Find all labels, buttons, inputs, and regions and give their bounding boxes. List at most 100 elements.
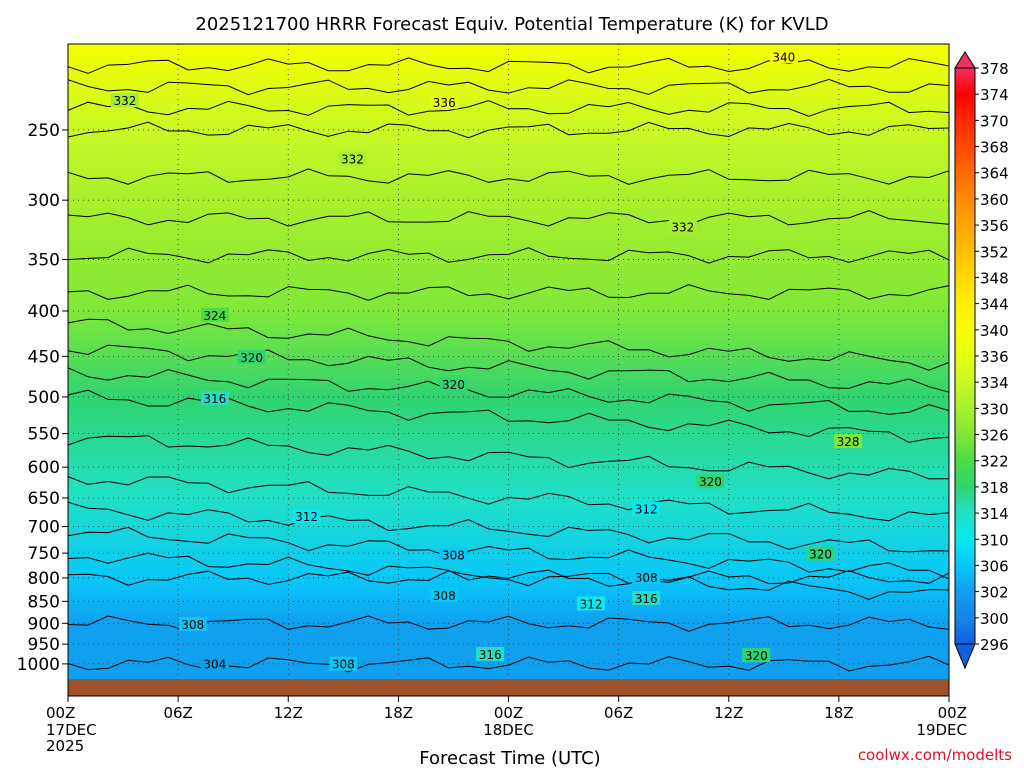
contour-line-314	[67, 476, 950, 522]
contour-line-322	[67, 344, 950, 393]
contour-label: 320	[699, 475, 722, 489]
contour-label-bg	[632, 501, 661, 516]
contour-line-326	[67, 284, 950, 301]
y-axis-pressure: 2503003504004505005506006507007508008509…	[17, 121, 68, 675]
contour-label-bg	[439, 547, 468, 562]
contour-label: 320	[745, 649, 768, 663]
contour-label-bg	[834, 433, 863, 448]
colorbar-label: 344	[980, 296, 1009, 314]
y-tick-label: 650	[28, 489, 60, 509]
y-tick-label: 500	[28, 388, 60, 408]
credit-text: coolwx.com/modelts	[858, 746, 1012, 764]
contour-line-334	[67, 121, 950, 139]
contour-label: 316	[479, 648, 502, 662]
colorbar-label: 314	[980, 505, 1009, 523]
x-tick-sublabel: 18DEC	[483, 721, 534, 739]
grid-lines	[67, 44, 950, 679]
y-tick-label: 400	[28, 302, 60, 322]
colorbar-label: 296	[980, 636, 1009, 654]
contour-label: 312	[580, 597, 603, 611]
contour-labels: 340 336 332 332 332 324 320 320 316 328 320 312 312 3…	[110, 49, 863, 672]
contour-label: 332	[113, 94, 136, 108]
contour-label-bg	[200, 307, 229, 322]
contour-label: 320	[240, 351, 263, 365]
contour-line-324	[67, 318, 950, 371]
colorbar-label: 374	[980, 86, 1009, 104]
colorbar-label: 330	[980, 400, 1009, 418]
contour-label: 308	[442, 549, 465, 563]
y-tick-label: 350	[28, 251, 60, 271]
contour-label: 308	[433, 589, 456, 603]
y-tick-label: 800	[28, 569, 60, 589]
x-tick-label: 18Z	[824, 704, 853, 722]
x-tick-label: 00Z	[46, 704, 75, 722]
x-tick-sublabel: 2025	[46, 737, 84, 755]
colorbar-label: 302	[980, 584, 1009, 602]
contour-line-336	[67, 100, 950, 117]
y-tick-label: 550	[28, 425, 60, 445]
contour-line-340	[67, 57, 950, 74]
contour-label-bg	[439, 377, 468, 392]
x-tick-sublabel: 19DEC	[916, 721, 967, 739]
contour-label: 316	[203, 392, 226, 406]
contour-label: 316	[635, 592, 658, 606]
colorbar-top-arrow	[954, 51, 976, 69]
y-tick-label: 750	[28, 544, 60, 564]
x-tick-sublabel: 17DEC	[46, 721, 97, 739]
colorbar-body	[954, 67, 976, 645]
contour-label-bg	[668, 219, 697, 234]
x-tick-label: 06Z	[604, 704, 633, 722]
contour-line-312	[67, 501, 950, 553]
contour-label: 324	[203, 309, 226, 323]
contour-label: 328	[837, 435, 860, 449]
y-tick-label: 300	[28, 191, 60, 211]
colorbar-bottom-arrow	[954, 643, 976, 670]
x-axis-label: Forecast Time (UTC)	[419, 748, 600, 768]
contour-label: 320	[442, 378, 465, 392]
colorbar-label: 300	[980, 610, 1009, 628]
contour-line-304	[67, 615, 950, 632]
y-tick-label: 850	[28, 592, 60, 612]
colorbar-label: 364	[980, 165, 1009, 183]
x-tick-label: 12Z	[714, 704, 743, 722]
y-tick-label: 1000	[17, 655, 60, 675]
colorbar-label: 340	[980, 322, 1009, 340]
x-tick-label: 18Z	[384, 704, 413, 722]
ground-strip	[68, 679, 949, 696]
colorbar-label: 336	[980, 348, 1009, 366]
colorbar: 378 374 370 368 364 360 356 352 348 344 340 336 334 3…	[954, 51, 1009, 670]
colorbar-label: 326	[980, 427, 1009, 445]
contour-label-bg	[110, 93, 139, 108]
contour-label-bg	[632, 591, 661, 606]
contour-label-bg	[200, 391, 229, 406]
colorbar-label: 322	[980, 453, 1009, 471]
contour-label-bg	[200, 656, 229, 671]
contour-label: 340	[772, 50, 795, 64]
colorbar-label: 368	[980, 139, 1009, 157]
contour-label-bg	[430, 587, 459, 602]
contour-label-bg	[329, 656, 358, 671]
contour-label: 332	[671, 220, 694, 234]
x-tick-label: 12Z	[274, 704, 303, 722]
contour-label: 332	[341, 153, 364, 167]
colorbar-label: 370	[980, 112, 1009, 130]
colorbar-label: 318	[980, 479, 1009, 497]
contour-label-bg	[178, 617, 207, 632]
y-tick-label: 950	[28, 635, 60, 655]
contour-label: 308	[181, 618, 204, 632]
contour-label: 304	[203, 658, 226, 672]
contour-label-bg	[292, 509, 321, 524]
x-tick-label: 06Z	[163, 704, 192, 722]
colorbar-label: 352	[980, 243, 1009, 261]
x-tick-label: 00Z	[938, 704, 967, 722]
contour-label-bg	[476, 646, 505, 661]
contour-line-332	[67, 168, 950, 185]
contour-label: 320	[809, 548, 832, 562]
contour-label-bg	[577, 596, 606, 611]
y-tick-label: 250	[28, 121, 60, 141]
colorbar-label: 360	[980, 191, 1009, 209]
contour-line-338	[67, 78, 950, 96]
y-tick-label: 700	[28, 518, 60, 538]
colorbar-label: 310	[980, 531, 1009, 549]
